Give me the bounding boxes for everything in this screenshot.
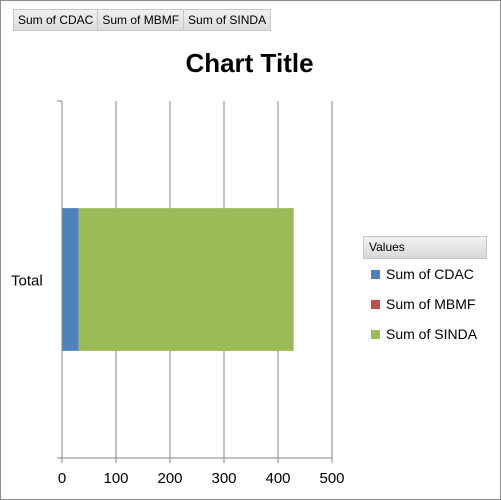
legend-label: Sum of MBMF <box>386 296 476 312</box>
legend-item-mbmf[interactable]: Sum of MBMF <box>363 289 487 319</box>
bar-sum-of-cdac[interactable] <box>62 208 79 351</box>
tick-labels: 0 100 200 300 400 500 Total <box>11 273 345 488</box>
x-tick-label: 300 <box>211 470 236 487</box>
x-tick-label: 200 <box>157 470 182 487</box>
legend-values-button[interactable]: Values <box>363 236 487 259</box>
pivot-field-buttons: Sum of CDAC Sum of MBMF Sum of SINDA <box>13 9 272 31</box>
field-button-sinda[interactable]: Sum of SINDA <box>183 9 272 31</box>
legend-label: Sum of SINDA <box>386 326 478 342</box>
bars <box>62 208 294 351</box>
y-category-label: Total <box>11 273 43 290</box>
legend-label: Sum of CDAC <box>386 266 474 282</box>
chart-title[interactable]: Chart Title <box>185 48 314 78</box>
legend-swatch-cdac <box>371 269 380 279</box>
x-tick-label: 400 <box>265 470 290 487</box>
bar-sum-of-sinda[interactable] <box>78 208 294 351</box>
field-button-cdac[interactable]: Sum of CDAC <box>13 9 99 31</box>
legend: Values Sum of CDAC Sum of MBMF Sum of SI… <box>363 236 487 349</box>
x-tick-label: 100 <box>103 470 128 487</box>
axes <box>57 100 333 463</box>
x-tick-label: 0 <box>58 470 66 487</box>
legend-swatch-sinda <box>371 329 380 339</box>
x-tick-label: 500 <box>319 470 344 487</box>
legend-swatch-mbmf <box>371 299 380 309</box>
legend-item-cdac[interactable]: Sum of CDAC <box>363 259 487 289</box>
legend-item-sinda[interactable]: Sum of SINDA <box>363 319 487 349</box>
